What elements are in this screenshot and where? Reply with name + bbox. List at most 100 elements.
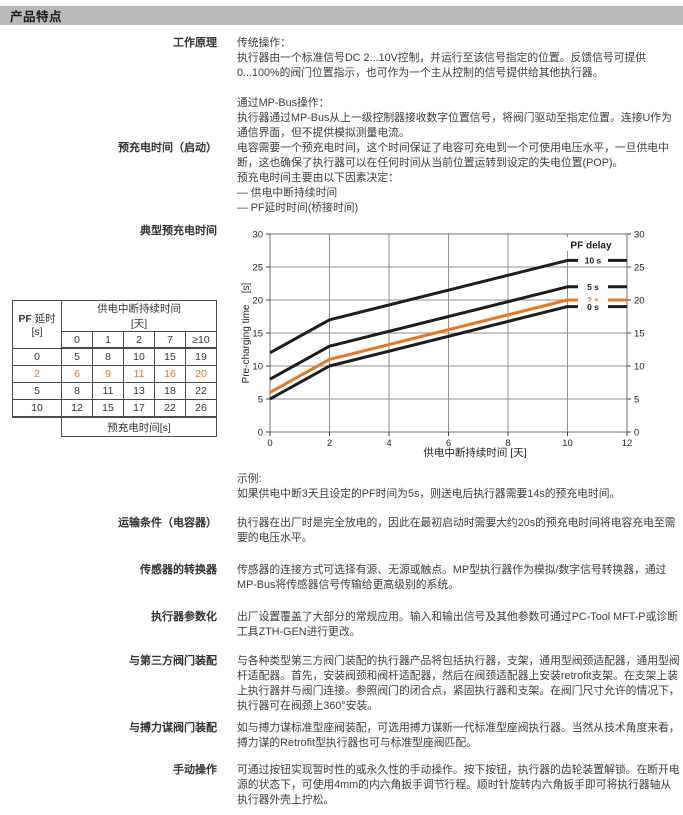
precharge-value-cell: 15 (154, 347, 186, 366)
x-axis-title: 供电中断持续时间 [天] (423, 446, 526, 459)
label-column: 典型预充电时间 PF 延时 [s] 供电中断持续时间 [天] 0 1 2 7 ≥10 0 5 8 10 15… (0, 224, 217, 437)
content-column: 传统操作： 执行器由一个标准信号DC 2...10V控制，并运行至该信号指定的位置… (217, 36, 683, 141)
text-line: 断，这也确保了执行器可以在任何时间从当前位置运转到设定的失电位置(POP)。 (237, 157, 624, 169)
precharge-value-cell: 11 (92, 382, 124, 400)
label-column: 工作原理 (0, 36, 217, 51)
y-axis-unit: [s] (241, 283, 252, 294)
content-column: 与各种类型第三方阀门装配的执行器产品将包括执行器，支架，通用型阀颈适配器，通用型… (217, 654, 683, 714)
text-line: 源的状态下，可使用4mm的内六角扳手调节行程。顺时针旋转内六角扳手即可将执行器轴… (237, 779, 672, 791)
legend-title-bg (563, 237, 619, 251)
series-label-bg (578, 294, 608, 306)
y-tick-label-left: 15 (252, 328, 263, 339)
text-line: 上执行器并与阀门连接。参照阀门的闭合点，紧固执行器和支架。在阀门尺寸允许的情况下… (237, 685, 680, 697)
label-column: 手动操作 (0, 763, 217, 778)
section-actuator-parametrization: 执行器参数化 出厂设置覆盖了大部分的常规应用。输入和输出信号及其他参数可通过PC-… (0, 610, 683, 640)
pf-delay-prefix: PF (18, 312, 32, 325)
series-label-bg (578, 301, 608, 313)
precharge-value-cell: 17 (123, 399, 155, 418)
pf-delay-header-cell: PF 延时 [s] (12, 300, 62, 349)
x-tick-label: 0 (267, 438, 272, 449)
day-header-cell: ≥10 (185, 331, 217, 349)
pf-value-cell: 0 (12, 347, 62, 366)
text-line: 执行器可在阀颈上360°安装。 (237, 700, 379, 712)
section-sensor-converter: 传感器的转换器 传感器的连接方式可选择有源、无源或触点。MP型执行器作为模拟/数字… (0, 563, 683, 593)
series-label: 2 s (587, 295, 599, 305)
footer-empty-cell (13, 417, 62, 437)
label-column: 预充电时间（启动） (0, 141, 217, 156)
y-tick-label-right: 10 (634, 361, 645, 372)
content-column: 可通过按钮实现暂时性的或永久性的手动操作。按下按钮，执行器的齿轮装置解锁。在断开… (217, 763, 683, 808)
section-label-actuator-parametrization: 执行器参数化 (151, 611, 217, 623)
interruption-unit: [天] (130, 318, 148, 330)
y-tick-label-left: 10 (252, 361, 263, 372)
page-header-bar: 产品特点 (0, 6, 683, 25)
content-column: 执行器在出厂时是完全放电的，因此在最初启动时需要大约20s的预充电时间将电容充电… (217, 516, 683, 546)
precharge-value-cell: 22 (185, 382, 217, 400)
series-label: 0 s (587, 302, 599, 312)
pf-delay-unit: [s] (31, 325, 43, 338)
text-line: 预充电时间主要由以下因素决定： (237, 172, 399, 184)
section-belimo-valve: 与搏力谋阀门装配 如与搏力谋标准型座阀装配，可选用搏力谋新一代标准型座阀执行器。当… (0, 721, 683, 751)
legend-title: PF delay (570, 241, 612, 252)
series-label: 5 s (587, 282, 599, 292)
table-footer-row: 预充电时间[s] (13, 416, 217, 437)
content-column: 如与搏力谋标准型座阀装配，可选用搏力谋新一代标准型座阀执行器。当然从技术角度来看… (217, 721, 683, 751)
y-tick-label-right: 25 (634, 262, 645, 273)
text-line: 通信界面，但不提供模拟测量电流。 (237, 127, 410, 139)
interruption-header-cell: 供电中断持续时间 [天] (61, 300, 217, 332)
precharge-value-cell: 8 (61, 382, 93, 400)
table-row: 0 5 8 10 15 19 (12, 347, 217, 366)
text-line: MP-Bus将传感器信号传输给更高级别的系统。 (237, 579, 459, 591)
y-tick-label-right: 0 (634, 427, 639, 438)
interruption-title: 供电中断持续时间 (97, 303, 181, 315)
precharge-value-cell: 6 (61, 365, 93, 383)
table-row: 2 6 9 11 16 20 (12, 365, 217, 383)
pf-value-cell: 10 (12, 399, 62, 418)
section-label-typical-precharge: 典型预充电时间 (140, 225, 217, 237)
y-tick-label-left: 0 (258, 427, 263, 438)
x-tick-label: 8 (505, 438, 510, 449)
section-third-party-valve: 与第三方阀门装配 与各种类型第三方阀门装配的执行器产品将包括执行器，支架，通用型阀… (0, 654, 683, 714)
x-tick-label: 10 (562, 438, 573, 449)
section-manual-operation: 手动操作 可通过按钮实现暂时性的或永久性的手动操作。按下按钮，执行器的齿轮装置解锁… (0, 763, 683, 808)
y-tick-label-left: 30 (252, 229, 263, 240)
label-column: 传感器的转换器 (0, 563, 217, 578)
day-header-cell: 2 (123, 331, 155, 349)
axis-ticks (266, 233, 631, 436)
series-label: 10 s (585, 256, 602, 266)
section-label-transport-condition: 运输条件（电容器） (118, 517, 217, 529)
pf-delay-header-line: PF 延时 (15, 311, 59, 326)
section-label-third-party-valve: 与第三方阀门装配 (129, 655, 217, 667)
text-line: 执行器由一个标准信号DC 2...10V控制，并运行至该信号指定的位置。反馈信号… (237, 52, 647, 64)
text-line: 执行器外壳上拧松。 (237, 794, 335, 806)
example-note: 示例: 如果供电中断3天且设定的PF时间为5s，则送电后执行器需要14s的预充电时… (237, 472, 683, 502)
x-tick-label: 6 (446, 438, 451, 449)
text-line: — 供电中断持续时间 (237, 187, 338, 199)
pf-delay-suffix: 延时 (34, 312, 56, 325)
text-line: 通过MP-Bus操作： (237, 97, 330, 109)
section-label-sensor-converter: 传感器的转换器 (140, 564, 217, 576)
content-column: 出厂设置覆盖了大部分的常规应用。输入和输出信号及其他参数可通过PC-Tool M… (217, 610, 683, 640)
precharge-value-cell: 9 (92, 365, 124, 383)
precharge-value-cell: 15 (92, 399, 124, 418)
section-typical-precharge: 典型预充电时间 PF 延时 [s] 供电中断持续时间 [天] 0 1 2 7 ≥10 0 5 8 10 15… (0, 224, 683, 502)
text-line: 搏力谋的Retrofit型执行器也可与标准型座阀匹配。 (237, 737, 477, 749)
text-line: 如与搏力谋标准型座阀装配，可选用搏力谋新一代标准型座阀执行器。当然从技术角度来看… (237, 722, 680, 734)
text-line: 执行器通过MP-Bus从上一级控制器接收数字位置信号，将阀门驱动至指定位置。连接… (237, 112, 672, 124)
chart-gridlines (270, 234, 627, 432)
blank-line (237, 81, 683, 96)
sections-container: 工作原理 传统操作： 执行器由一个标准信号DC 2...10V控制，并运行至该信号指… (0, 36, 683, 808)
precharge-value-cell: 18 (154, 382, 186, 400)
precharge-value-cell: 16 (154, 365, 186, 383)
section-transport-condition: 运输条件（电容器） 执行器在出厂时是完全放电的，因此在最初启动时需要大约20s的预… (0, 516, 683, 546)
label-column: 运输条件（电容器） (0, 516, 217, 531)
section-working-principle: 工作原理 传统操作： 执行器由一个标准信号DC 2...10V控制，并运行至该信号指… (0, 36, 683, 141)
day-header-cell: 0 (61, 331, 93, 349)
y-tick-label-right: 15 (634, 328, 645, 339)
precharge-value-cell: 13 (123, 382, 155, 400)
section-label-precharge-time: 预充电时间（启动） (118, 142, 217, 154)
y-tick-label-left: 25 (252, 262, 263, 273)
text-line: 工具ZTH-GEN进行更改。 (237, 626, 361, 638)
